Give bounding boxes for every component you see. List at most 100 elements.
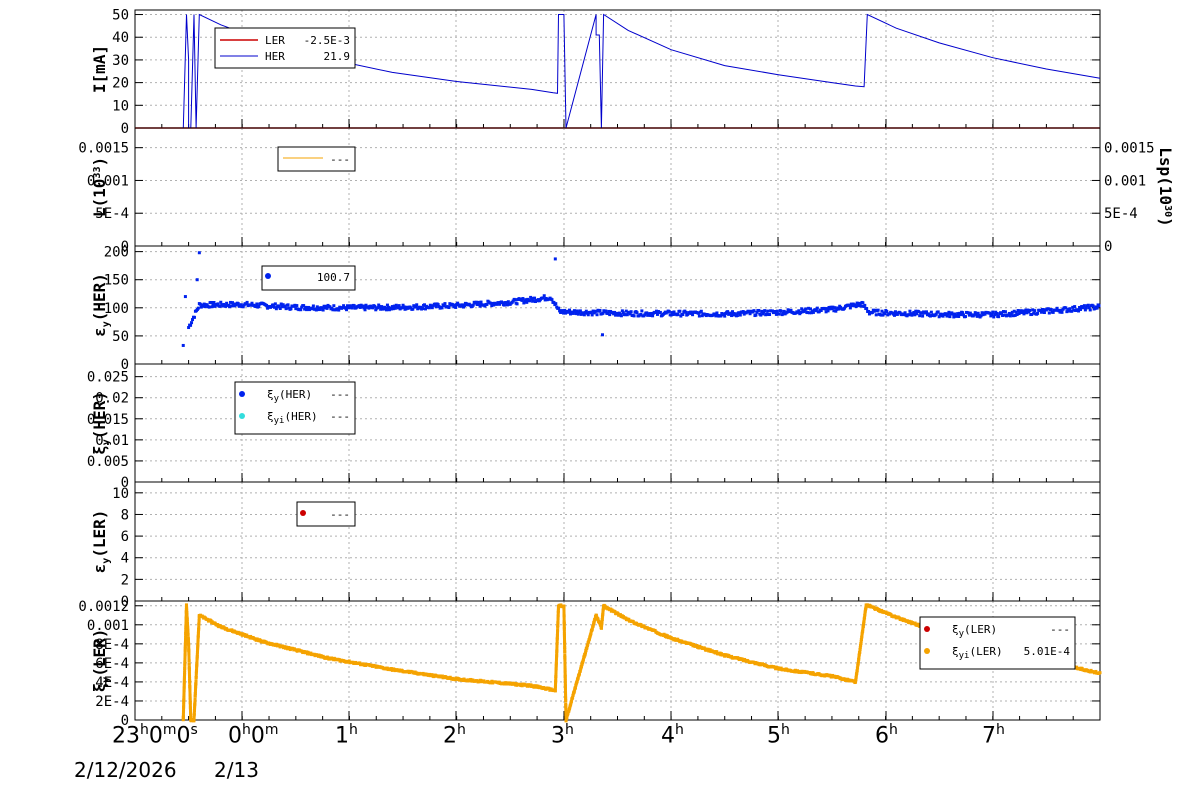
- data-point: [832, 309, 836, 313]
- data-point: [976, 311, 980, 315]
- data-point: [555, 640, 559, 644]
- y-tick-label: 0: [121, 713, 129, 729]
- data-point: [563, 643, 567, 647]
- data-point: [859, 643, 863, 647]
- data-point: [575, 309, 579, 313]
- data-point: [779, 666, 783, 670]
- data-point: [1008, 314, 1012, 318]
- data-point: [386, 305, 390, 309]
- data-point: [974, 312, 978, 316]
- data-point: [197, 621, 201, 625]
- data-point: [186, 633, 190, 637]
- data-point: [760, 309, 764, 313]
- data-point: [182, 679, 186, 683]
- data-point: [563, 662, 567, 666]
- data-point: [430, 306, 434, 310]
- data-point: [779, 309, 783, 313]
- data-point: [741, 310, 745, 314]
- data-point: [195, 650, 199, 654]
- data-point: [563, 669, 567, 673]
- data-point: [192, 315, 196, 319]
- data-point: [185, 613, 189, 617]
- data-point: [234, 303, 238, 307]
- data-point: [606, 311, 610, 315]
- data-point: [183, 644, 187, 648]
- data-point: [316, 308, 320, 312]
- data-point: [867, 310, 871, 314]
- data-point: [655, 312, 659, 316]
- data-point: [492, 303, 496, 307]
- data-point: [1073, 305, 1077, 309]
- data-point: [583, 651, 587, 655]
- data-point: [593, 617, 597, 621]
- data-point: [1023, 310, 1027, 314]
- data-point: [185, 608, 189, 612]
- data-point: [914, 309, 918, 313]
- legend-box: [277, 146, 356, 172]
- data-point: [759, 313, 763, 317]
- y-tick-label: 0.01: [95, 433, 129, 449]
- data-point: [658, 310, 662, 314]
- data-point: [1031, 308, 1035, 312]
- data-point: [1067, 309, 1071, 313]
- data-point: [975, 314, 979, 318]
- data-point: [563, 638, 567, 642]
- data-point: [691, 313, 695, 317]
- data-point: [913, 621, 917, 625]
- data-point: [624, 309, 628, 313]
- data-point: [563, 650, 567, 654]
- legend-value: 5.01E-4: [1024, 645, 1071, 658]
- data-point: [447, 306, 451, 310]
- data-point: [625, 313, 629, 317]
- data-point: [183, 657, 187, 661]
- legend-marker: [239, 413, 245, 419]
- data-point: [564, 707, 568, 711]
- data-point: [182, 682, 186, 686]
- data-point: [948, 315, 952, 319]
- data-point: [747, 310, 751, 314]
- data-point: [861, 624, 865, 628]
- data-point: [255, 302, 259, 306]
- data-point: [559, 310, 563, 314]
- y-tick-label: 0.005: [87, 454, 129, 470]
- data-point: [556, 619, 560, 623]
- legend-box: [261, 265, 356, 291]
- data-point: [401, 303, 405, 307]
- data-point: [575, 679, 579, 683]
- data-point: [670, 311, 674, 315]
- data-point: [562, 623, 566, 627]
- series-line-her: [135, 13, 1101, 129]
- data-point: [196, 634, 200, 638]
- data-point: [1007, 311, 1011, 315]
- data-point: [452, 305, 456, 309]
- data-point: [639, 623, 643, 627]
- y-tick-label: 2E-4: [95, 694, 129, 710]
- data-point: [182, 697, 186, 701]
- data-point: [564, 719, 568, 723]
- data-point: [182, 675, 186, 679]
- data-point: [797, 309, 801, 313]
- data-point: [563, 674, 567, 678]
- data-point: [699, 309, 703, 313]
- data-point: [522, 301, 526, 305]
- data-point: [991, 310, 995, 314]
- y-tick-label: 10: [112, 486, 129, 502]
- data-point: [1003, 310, 1007, 314]
- data-point: [861, 627, 865, 631]
- data-point: [968, 311, 972, 315]
- data-point: [1022, 312, 1026, 316]
- data-point: [934, 312, 938, 316]
- legend-box: [214, 27, 356, 69]
- data-point: [648, 312, 652, 316]
- data-point: [442, 304, 446, 308]
- data-point: [569, 699, 573, 703]
- data-point: [723, 314, 727, 318]
- data-point: [411, 307, 415, 311]
- data-point: [554, 302, 558, 306]
- data-point: [654, 309, 658, 313]
- legend-label: ξyi(LER): [952, 645, 1003, 661]
- data-point: [186, 639, 190, 643]
- data-point: [228, 305, 232, 309]
- data-point: [826, 309, 830, 313]
- data-point: [478, 304, 482, 308]
